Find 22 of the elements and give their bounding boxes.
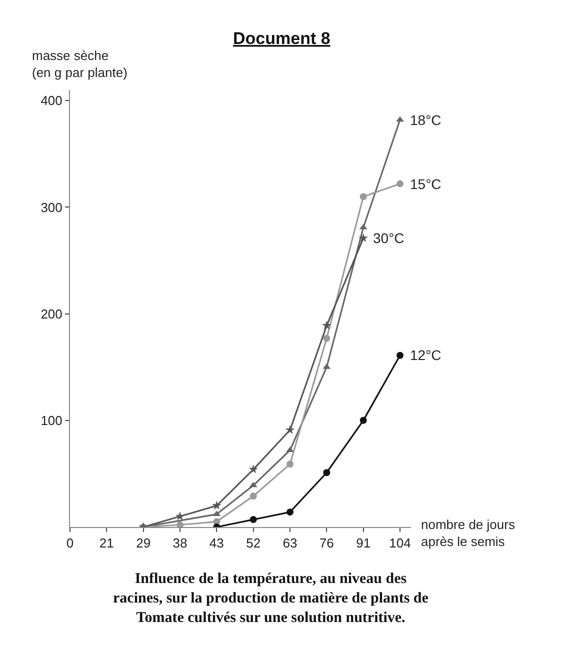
x-tick-label: 91 bbox=[356, 536, 371, 551]
text: Influence de la température, au niveau des racines, sur la production de matière de plants de Tomate cultivés sur une solution nutritive. bbox=[113, 571, 429, 626]
x-axis-title: nombre de jours après le semis bbox=[421, 517, 516, 549]
chart-title: Document 8 bbox=[233, 29, 330, 48]
x-tick-label: 21 bbox=[99, 536, 114, 551]
x-tick-label: 43 bbox=[209, 536, 224, 551]
x-tick-label: 52 bbox=[246, 536, 261, 551]
y-tick-label: 100 bbox=[40, 412, 62, 428]
series-label: 15°C bbox=[410, 176, 442, 192]
y-axis-title: masse sèche (en g par plante) bbox=[32, 48, 128, 80]
y-tick-label: 400 bbox=[40, 93, 62, 108]
x-tick-label: 0 bbox=[66, 536, 74, 551]
series-label: 30°C bbox=[373, 230, 404, 246]
y-tick-label: 300 bbox=[40, 200, 62, 215]
y-tick-label: 200 bbox=[40, 306, 62, 322]
x-tick-label: 76 bbox=[319, 536, 334, 551]
x-tick-label: 29 bbox=[136, 536, 151, 551]
series-label: 12°C bbox=[410, 347, 442, 363]
x-tick-label: 63 bbox=[282, 536, 298, 551]
x-tick-label: 38 bbox=[172, 536, 188, 551]
x-tick-label: 104 bbox=[389, 536, 411, 551]
series-label: 18°C bbox=[410, 112, 442, 128]
